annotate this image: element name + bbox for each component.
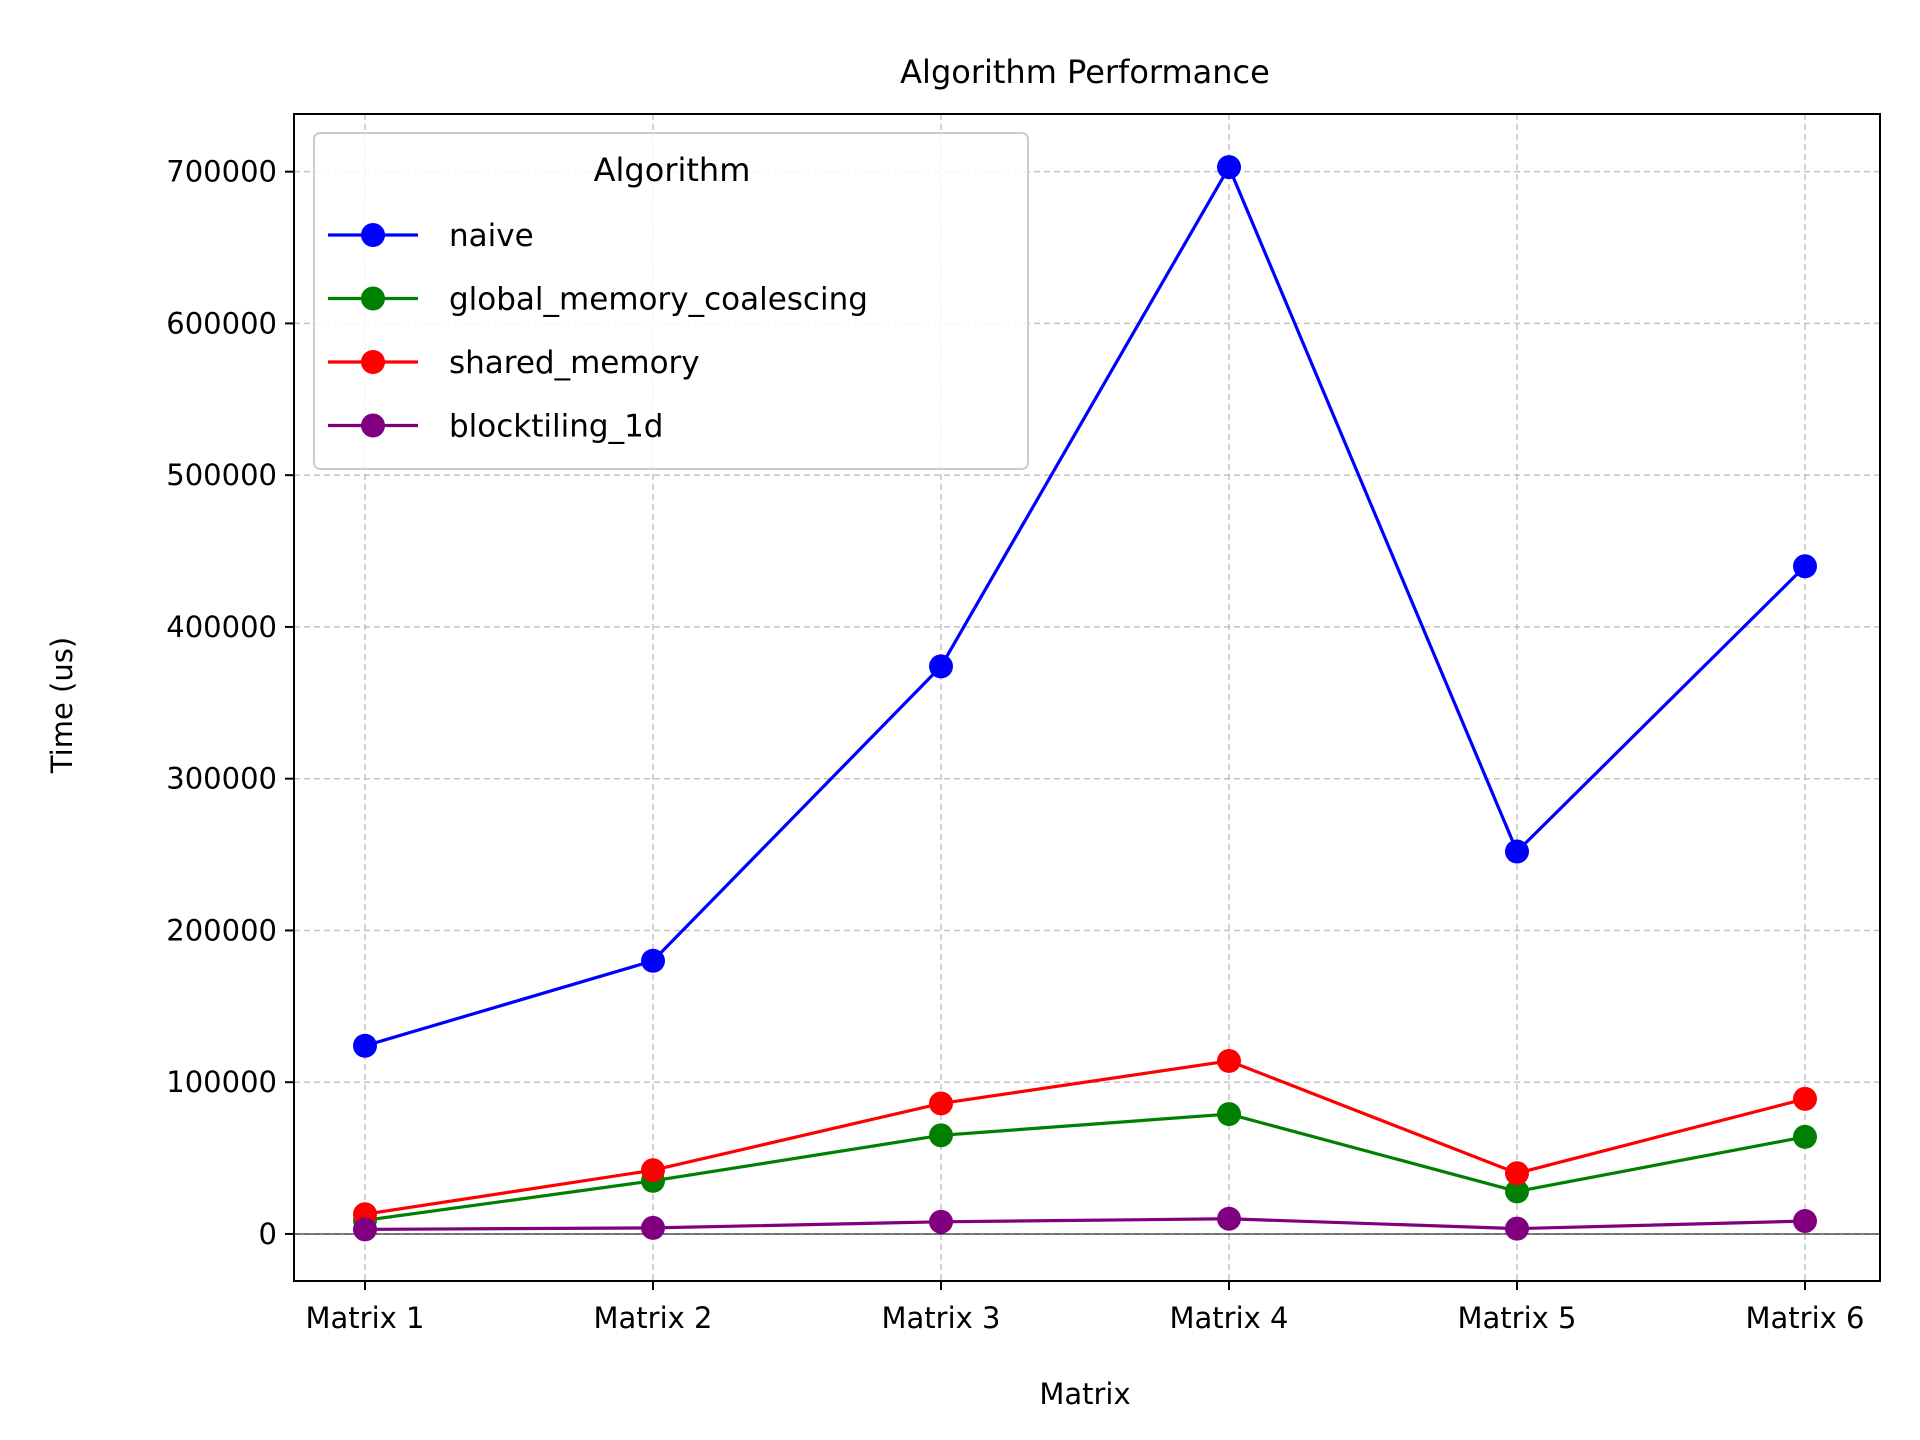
- legend-label: naive: [449, 218, 534, 254]
- grid-lines: [294, 114, 1880, 1281]
- series-blocktiling_1d: [353, 1206, 1817, 1242]
- y-tick-label: 400000: [166, 610, 277, 644]
- data-point: [1217, 1102, 1241, 1127]
- data-point: [929, 1091, 953, 1116]
- legend-label: global_memory_coalescing: [449, 282, 868, 318]
- y-tick-label: 0: [259, 1217, 277, 1251]
- x-tick-label: Matrix 2: [594, 1301, 713, 1335]
- data-point: [641, 948, 665, 973]
- data-point: [641, 1215, 665, 1240]
- legend-item-blocktiling_1d: blocktiling_1d: [328, 409, 663, 445]
- plot-frame: [293, 113, 1881, 1282]
- series-line: [364, 1217, 1806, 1232]
- series-naive: [353, 155, 1817, 1058]
- data-point: [1217, 1206, 1241, 1231]
- y-tick-label: 200000: [166, 913, 277, 947]
- legend-item-global_memory_coalescing: global_memory_coalescing: [328, 282, 868, 318]
- data-point: [929, 654, 953, 679]
- data-point: [1505, 1179, 1529, 1204]
- series-line: [364, 1112, 1806, 1222]
- data-point: [1793, 1124, 1817, 1149]
- legend: Algorithm naive global_memory_coalescingsh…: [313, 132, 1029, 470]
- data-point: [929, 1123, 953, 1148]
- y-axis-label: Time (us): [45, 637, 79, 774]
- legend-title: Algorithm: [594, 151, 751, 189]
- legend-swatch-marker: [361, 286, 385, 311]
- data-point: [1505, 1161, 1529, 1186]
- y-tick-label: 500000: [166, 458, 277, 492]
- legend-item-naive: naive: [328, 218, 534, 254]
- axes-layer: Matrix 1 Matrix 2 Matrix 3 Matrix 4 Matrix 5…: [166, 113, 1881, 1335]
- data-point: [353, 1033, 377, 1058]
- series-shared_memory: [353, 1048, 1817, 1227]
- x-tick-label: Matrix 5: [1458, 1301, 1577, 1335]
- legend-label: blocktiling_1d: [449, 409, 663, 445]
- data-point: [929, 1209, 953, 1234]
- y-tick-label: 100000: [166, 1065, 277, 1099]
- legend-swatch-marker: [361, 413, 385, 438]
- data-point: [353, 1217, 377, 1242]
- data-point: [1217, 1048, 1241, 1073]
- legend-box: [313, 132, 1029, 470]
- series-line: [364, 1059, 1806, 1216]
- data-point: [1793, 1209, 1817, 1234]
- x-tick-label: Matrix 1: [306, 1301, 425, 1335]
- series-line: [364, 165, 1807, 1048]
- chart-title: Algorithm Performance: [900, 53, 1270, 91]
- data-point: [1217, 155, 1241, 180]
- x-tick-label: Matrix 4: [1170, 1301, 1289, 1335]
- x-tick-label: Matrix 6: [1746, 1301, 1865, 1335]
- y-tick-label: 600000: [166, 306, 277, 340]
- y-tick-label: 300000: [166, 762, 277, 796]
- data-point: [1793, 554, 1817, 579]
- series-global_memory_coalescing: [353, 1102, 1817, 1233]
- legend-swatch-marker: [361, 223, 385, 247]
- x-axis-label: Matrix: [1039, 1377, 1130, 1411]
- data-point: [1505, 839, 1529, 864]
- legend-item-shared_memory: shared_memory: [328, 345, 700, 381]
- data-point: [1793, 1086, 1817, 1111]
- legend-swatch-marker: [361, 350, 385, 374]
- data-point: [1505, 1216, 1529, 1241]
- data-point: [641, 1158, 665, 1183]
- series-layer: [353, 155, 1817, 1242]
- y-tick-label: 700000: [166, 155, 277, 189]
- legend-label: shared_memory: [449, 345, 700, 381]
- x-tick-label: Matrix 3: [882, 1301, 1001, 1335]
